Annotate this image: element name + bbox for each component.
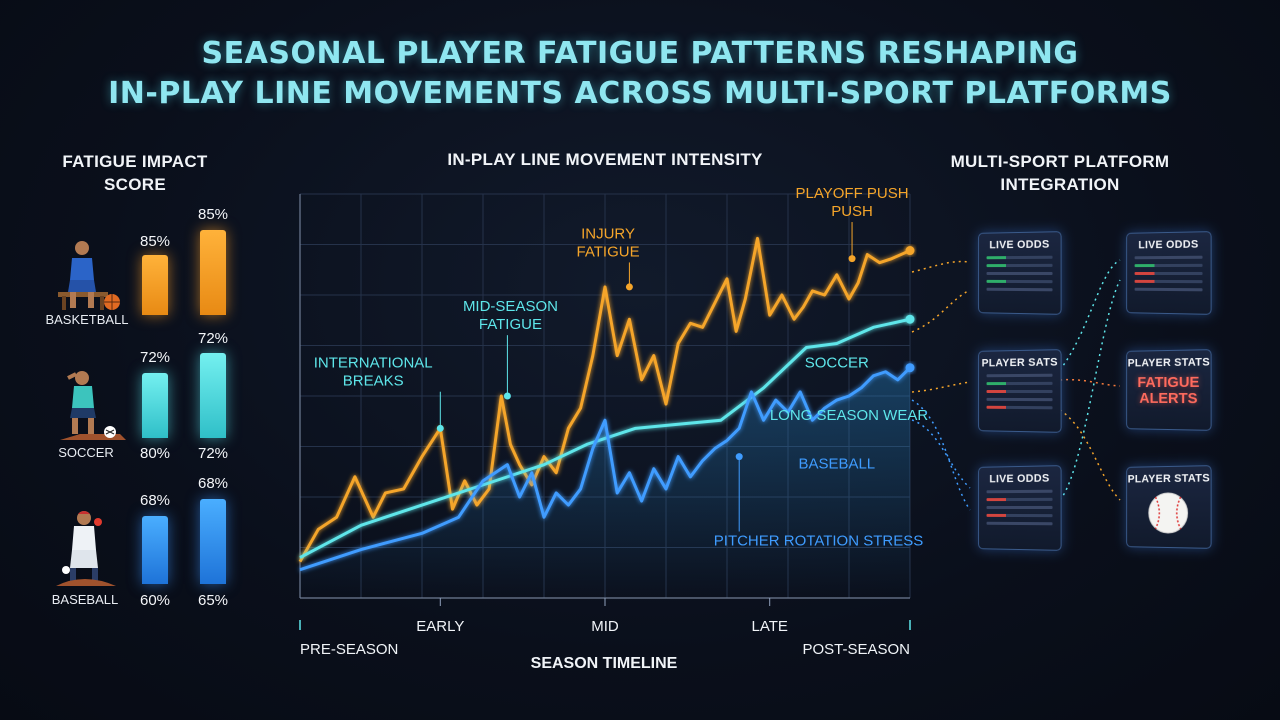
stats-row bbox=[987, 374, 1053, 378]
series-end-point bbox=[906, 246, 915, 255]
card-label: LIVE ODDS bbox=[1127, 238, 1210, 251]
annotation-label: BREAKS bbox=[343, 373, 404, 390]
odds-row bbox=[987, 490, 1053, 494]
platform-card-baseball-stats[interactable]: PLAYER STATS bbox=[1126, 465, 1211, 549]
series-label: BASEBALL bbox=[798, 456, 875, 473]
chart-ticks: EARLY MID LATE PRE-SEASON POST-SEASON bbox=[300, 598, 910, 658]
card-label: LIVE ODDS bbox=[979, 472, 1061, 485]
annotation-label: FATIGUE bbox=[479, 316, 542, 333]
odds-row bbox=[987, 264, 1053, 267]
alert-line: FATIGUE bbox=[1127, 375, 1210, 391]
fatigue-alerts-text: FATIGUE ALERTS bbox=[1127, 375, 1210, 408]
annotation-point bbox=[626, 283, 633, 290]
x-axis-label: SEASON TIMELINE bbox=[531, 655, 678, 672]
platform-integration-heading: MULTI-SPORT PLATFORM INTEGRATION bbox=[940, 150, 1180, 196]
stats-row bbox=[987, 390, 1053, 393]
annotation-label: FATIGUE bbox=[577, 243, 640, 260]
odds-row bbox=[1135, 288, 1203, 292]
series-end-point bbox=[906, 363, 915, 372]
odds-row bbox=[987, 288, 1053, 292]
annotation-point bbox=[437, 425, 444, 432]
annotation-label: INTERNATIONAL bbox=[314, 355, 433, 372]
annotation-label: INJURY bbox=[581, 225, 635, 242]
card-label: LIVE ODDS bbox=[979, 238, 1061, 251]
odds-row bbox=[987, 256, 1053, 260]
annotation-label: MID-SEASON bbox=[463, 298, 558, 315]
series-end-point bbox=[906, 315, 915, 324]
odds-row bbox=[1135, 256, 1203, 260]
stats-row bbox=[987, 382, 1053, 385]
odds-row bbox=[1135, 272, 1203, 275]
annotation-point bbox=[504, 393, 511, 400]
annotation-point bbox=[849, 255, 856, 262]
card-label: PLAYER STATS bbox=[1127, 356, 1210, 369]
x-tick-label: MID bbox=[591, 618, 619, 635]
card-label: PLAYER SATS bbox=[979, 356, 1061, 369]
stats-row bbox=[987, 406, 1053, 410]
heading-line: MULTI-SPORT PLATFORM bbox=[940, 150, 1180, 173]
platform-card-fatigue-alerts[interactable]: PLAYER STATS FATIGUE ALERTS bbox=[1126, 349, 1211, 431]
series-label: SOCCER bbox=[805, 355, 869, 372]
annotation-label: LONG SEASON WEAR bbox=[770, 407, 929, 424]
odds-row bbox=[1135, 280, 1203, 283]
x-tick-label: EARLY bbox=[416, 618, 464, 635]
x-tick-label: PRE-SEASON bbox=[300, 641, 398, 658]
odds-row bbox=[987, 514, 1053, 517]
annotation-label: PLAYOFF PUSH bbox=[796, 185, 909, 202]
platform-card-live-odds-1[interactable]: LIVE ODDS bbox=[978, 231, 1061, 315]
platform-card-player-stats-1[interactable]: PLAYER SATS bbox=[978, 349, 1061, 433]
odds-row bbox=[987, 272, 1053, 275]
annotation-label: PUSH bbox=[831, 203, 873, 220]
odds-row bbox=[987, 498, 1053, 501]
odds-row bbox=[987, 506, 1053, 509]
card-label: PLAYER STATS bbox=[1127, 472, 1210, 485]
x-tick-label: POST-SEASON bbox=[802, 641, 910, 658]
platform-card-live-odds-2[interactable]: LIVE ODDS bbox=[978, 465, 1061, 551]
odds-row bbox=[987, 280, 1053, 283]
x-tick-label: LATE bbox=[751, 618, 787, 635]
odds-row bbox=[987, 522, 1053, 526]
heading-line: INTEGRATION bbox=[940, 173, 1180, 196]
stats-row bbox=[987, 398, 1053, 401]
platform-card-live-odds-3[interactable]: LIVE ODDS bbox=[1126, 231, 1211, 315]
alert-line: ALERTS bbox=[1127, 391, 1210, 407]
baseball-icon bbox=[1127, 485, 1210, 542]
annotation-point bbox=[736, 453, 743, 460]
annotation-label: PITCHER ROTATION STRESS bbox=[714, 532, 923, 549]
odds-row bbox=[1135, 264, 1203, 267]
